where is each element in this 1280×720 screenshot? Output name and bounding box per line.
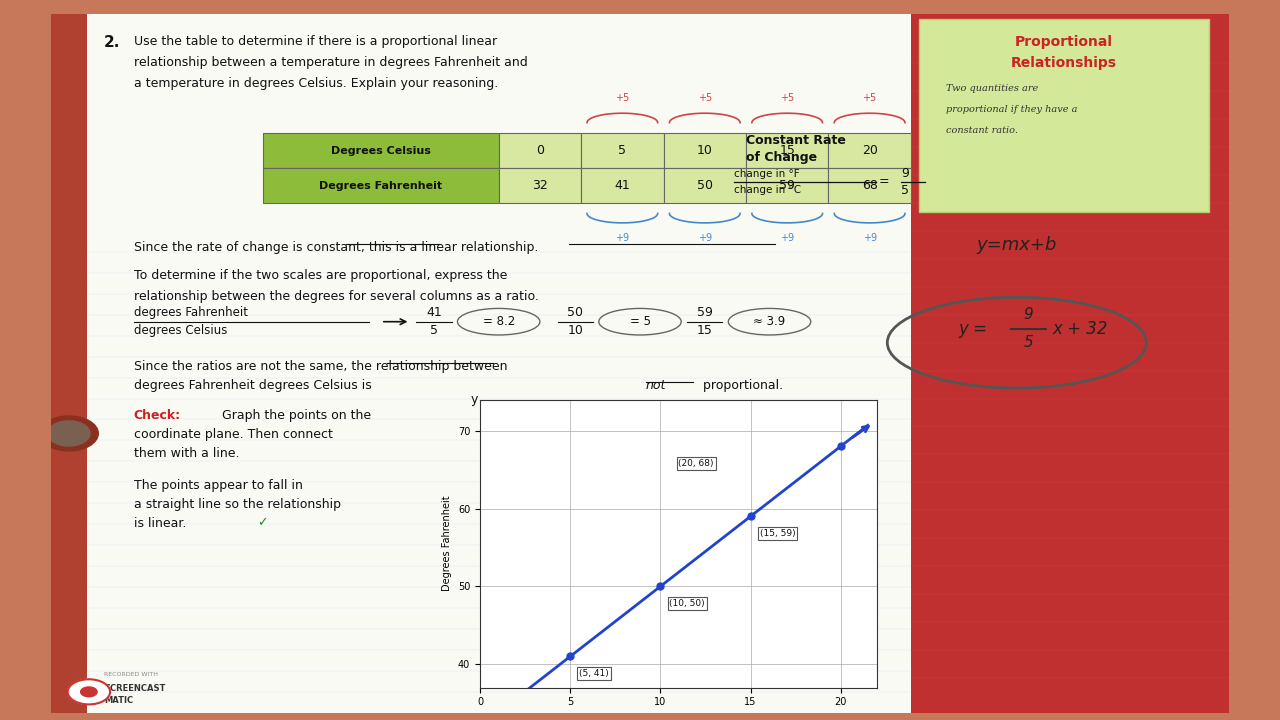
FancyBboxPatch shape [828,168,911,203]
Text: 10: 10 [567,324,584,337]
Text: degrees Fahrenheit degrees Celsius is: degrees Fahrenheit degrees Celsius is [133,379,375,392]
Text: (10, 50): (10, 50) [669,599,705,608]
Text: Proportional: Proportional [1015,35,1112,50]
Text: (15, 59): (15, 59) [759,528,795,538]
Text: change in °F: change in °F [735,168,800,179]
Text: proportional.: proportional. [699,379,783,392]
FancyBboxPatch shape [911,14,1229,713]
FancyBboxPatch shape [746,168,828,203]
Text: +9: +9 [780,233,795,243]
FancyBboxPatch shape [581,168,663,203]
Text: (5, 41): (5, 41) [580,669,609,678]
FancyBboxPatch shape [581,133,663,168]
Text: is linear.: is linear. [133,516,186,529]
Circle shape [47,421,90,446]
Text: Degrees Fahrenheit: Degrees Fahrenheit [320,181,443,191]
Text: 5: 5 [618,144,626,157]
Text: 68: 68 [861,179,878,192]
Text: 59: 59 [780,179,795,192]
Text: Use the table to determine if there is a proportional linear: Use the table to determine if there is a… [133,35,497,48]
Text: Check:: Check: [133,409,180,422]
Text: Graph the points on the: Graph the points on the [221,409,371,422]
Text: Since the ratios are not the same, the relationship between: Since the ratios are not the same, the r… [133,360,507,373]
Text: The points appear to fall in: The points appear to fall in [133,479,302,492]
Text: MATIC: MATIC [104,696,133,705]
Circle shape [81,687,97,697]
Text: ✓: ✓ [257,516,268,529]
Text: 50: 50 [567,306,584,319]
Circle shape [68,679,110,704]
Text: change in °C: change in °C [735,185,801,195]
Y-axis label: Degrees Fahrenheit: Degrees Fahrenheit [443,496,452,591]
Text: =: = [879,176,890,189]
FancyBboxPatch shape [51,14,1229,713]
Text: a straight line so the relationship: a straight line so the relationship [133,498,340,510]
Text: constant ratio.: constant ratio. [946,126,1018,135]
FancyBboxPatch shape [51,14,87,713]
Text: 59: 59 [696,306,713,319]
FancyBboxPatch shape [499,168,581,203]
Text: degrees Celsius: degrees Celsius [133,324,227,337]
FancyBboxPatch shape [264,168,499,203]
FancyBboxPatch shape [499,133,581,168]
Text: RECORDED WITH: RECORDED WITH [104,672,159,677]
Text: 15: 15 [696,324,713,337]
Text: proportional if they have a: proportional if they have a [946,105,1078,114]
Text: 9: 9 [901,167,909,180]
Text: x + 32: x + 32 [1052,320,1107,338]
Text: Degrees Celsius: Degrees Celsius [332,145,431,156]
Text: a temperature in degrees Celsius. Explain your reasoning.: a temperature in degrees Celsius. Explai… [133,77,498,90]
Text: 5: 5 [1024,335,1033,350]
Text: 10: 10 [696,144,713,157]
Text: = 5: = 5 [630,315,650,328]
FancyBboxPatch shape [264,133,499,168]
Text: Since the rate of change is constant, this is a linear relationship.: Since the rate of change is constant, th… [133,241,538,254]
Text: relationship between the degrees for several columns as a ratio.: relationship between the degrees for sev… [133,290,539,303]
Text: +9: +9 [616,233,630,243]
Text: y =: y = [957,320,992,338]
Text: +5: +5 [780,93,795,103]
Text: ≈ 3.9: ≈ 3.9 [754,315,786,328]
Text: coordinate plane. Then connect: coordinate plane. Then connect [133,428,333,441]
Text: +5: +5 [616,93,630,103]
Text: y=mx+b: y=mx+b [977,236,1057,254]
FancyBboxPatch shape [663,133,746,168]
Text: Relationships: Relationships [1011,56,1117,71]
FancyBboxPatch shape [746,133,828,168]
Text: of Change: of Change [746,151,817,164]
Text: 41: 41 [614,179,630,192]
Text: 5: 5 [430,324,438,337]
Text: +9: +9 [698,233,712,243]
Text: Constant Rate: Constant Rate [746,134,846,147]
Text: relationship between a temperature in degrees Fahrenheit and: relationship between a temperature in de… [133,56,527,69]
Text: degrees Fahrenheit: degrees Fahrenheit [133,306,247,319]
Text: 15: 15 [780,144,795,157]
FancyBboxPatch shape [663,168,746,203]
FancyBboxPatch shape [828,133,911,168]
Text: 41: 41 [426,306,442,319]
Text: +5: +5 [863,93,877,103]
Text: them with a line.: them with a line. [133,446,239,459]
Text: not: not [646,379,667,392]
Text: (20, 68): (20, 68) [678,459,714,468]
Text: y: y [471,394,479,407]
Text: 5: 5 [901,184,909,197]
Text: Two quantities are: Two quantities are [946,84,1038,93]
Circle shape [40,416,99,451]
Text: 50: 50 [696,179,713,192]
FancyBboxPatch shape [919,19,1208,212]
Text: To determine if the two scales are proportional, express the: To determine if the two scales are propo… [133,269,507,282]
Text: 20: 20 [861,144,878,157]
Text: +5: +5 [698,93,712,103]
Text: 32: 32 [532,179,548,192]
Text: SCREENCAST: SCREENCAST [104,684,165,693]
Text: 9: 9 [1024,307,1033,323]
Text: 2.: 2. [104,35,120,50]
Text: 0: 0 [536,144,544,157]
Text: +9: +9 [863,233,877,243]
Text: = 8.2: = 8.2 [483,315,515,328]
